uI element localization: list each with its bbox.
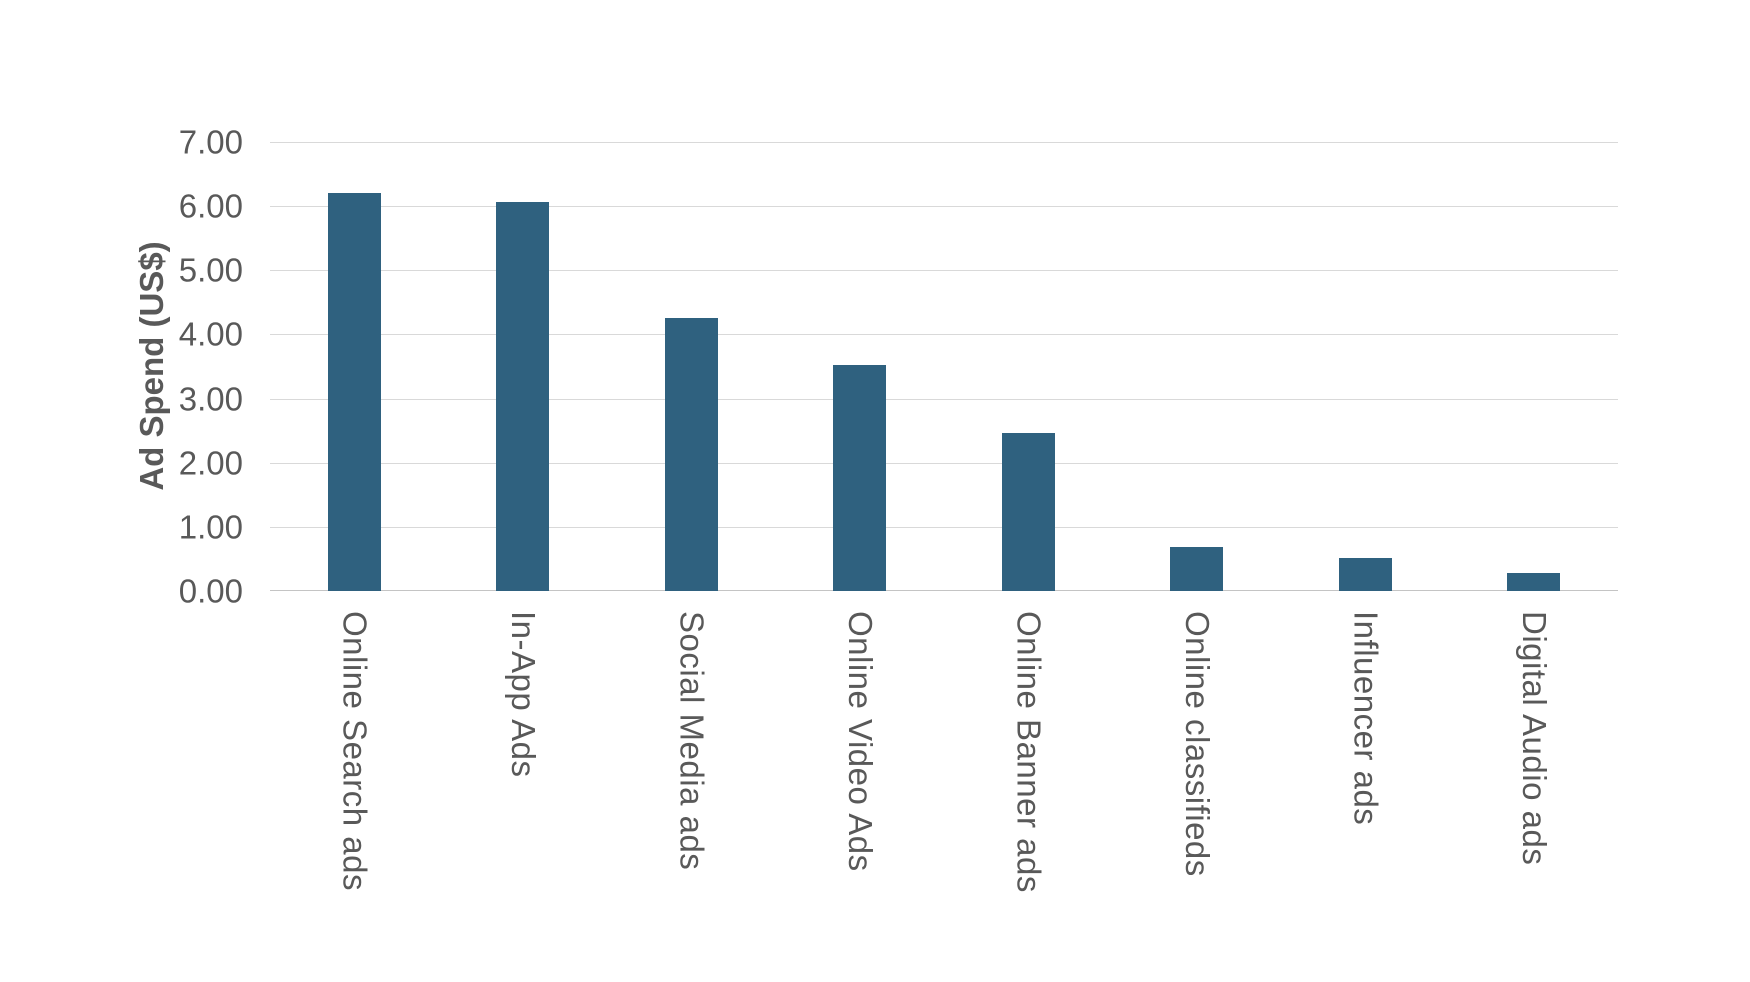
gridline [270, 270, 1618, 272]
y-tick-label: 3.00 [178, 380, 243, 418]
bar [496, 201, 550, 591]
bar [1507, 573, 1561, 591]
y-tick-label: 4.00 [178, 315, 243, 353]
y-tick-label: 2.00 [178, 444, 243, 482]
gridline [270, 142, 1618, 143]
x-category-label: Digital Audio ads [1515, 611, 1553, 866]
x-category-label: Online classifieds [1178, 611, 1216, 877]
y-tick-label: 6.00 [178, 187, 243, 225]
y-tick-label: 5.00 [178, 251, 243, 289]
gridline [270, 334, 1618, 336]
y-axis-tick-labels: 0.00 1.00 2.00 3.00 4.00 5.00 6.00 7.00 [130, 126, 243, 608]
bar [1001, 432, 1055, 591]
y-tick-label: 0.00 [178, 572, 243, 610]
x-category-label: Online Video Ads [841, 611, 879, 872]
bar [833, 365, 887, 591]
x-category-label: Social Media ads [673, 611, 711, 871]
x-category-label: Online Search ads [336, 611, 374, 891]
gridline [270, 462, 1618, 464]
plot-area [270, 142, 1618, 591]
bar [1170, 546, 1224, 591]
bar [664, 317, 718, 591]
x-category-label: In-App Ads [504, 611, 542, 778]
x-category-label: Online Banner ads [1010, 611, 1048, 893]
gridline [270, 206, 1618, 208]
bar [1338, 557, 1392, 591]
gridline [270, 526, 1618, 528]
bar [327, 193, 381, 591]
x-axis-line [270, 590, 1618, 591]
y-tick-label: 1.00 [178, 508, 243, 546]
gridline [270, 398, 1618, 400]
x-category-label: Influencer ads [1347, 611, 1385, 826]
y-tick-label: 7.00 [178, 123, 243, 161]
